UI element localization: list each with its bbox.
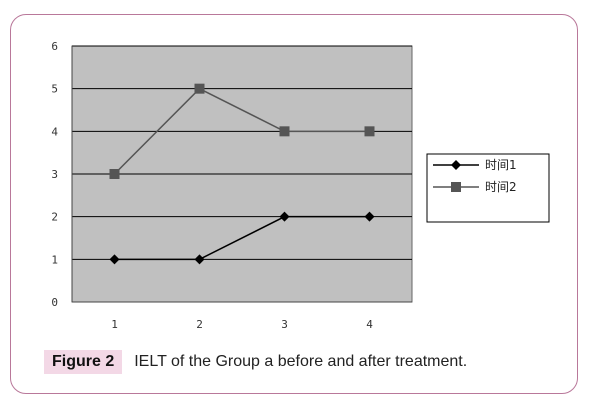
x-tick-label: 4 [366, 318, 373, 331]
series-line-2 [113, 87, 370, 175]
legend-label: 时间2 [485, 180, 517, 194]
y-tick-label: 1 [51, 253, 58, 266]
data-point [109, 254, 120, 265]
x-tick-label: 2 [196, 318, 203, 331]
y-tick-label: 0 [51, 296, 58, 309]
data-point [109, 169, 120, 179]
y-tick-label: 3 [51, 168, 58, 181]
y-tick-label: 6 [51, 40, 58, 53]
data-point [194, 83, 205, 94]
figure-caption-label: Figure 2 [44, 350, 123, 374]
data-point [364, 211, 375, 222]
data-point [279, 211, 290, 222]
y-tick-label: 2 [51, 211, 58, 224]
legend-marker [451, 160, 461, 170]
x-tick-label: 3 [281, 318, 288, 331]
data-point [279, 126, 290, 137]
data-point [364, 126, 375, 137]
series-line-1 [114, 215, 370, 261]
y-tick-label: 4 [51, 125, 58, 138]
legend-label: 时间1 [485, 158, 517, 172]
figure-caption-text: IELT of the Group a before and after tre… [134, 353, 468, 370]
legend-marker [451, 182, 461, 192]
x-tick-label: 1 [111, 318, 118, 331]
data-point [194, 254, 205, 265]
y-tick-label: 5 [51, 83, 58, 96]
figure-caption: Figure 2 IELT of the Group a before and … [44, 348, 467, 376]
